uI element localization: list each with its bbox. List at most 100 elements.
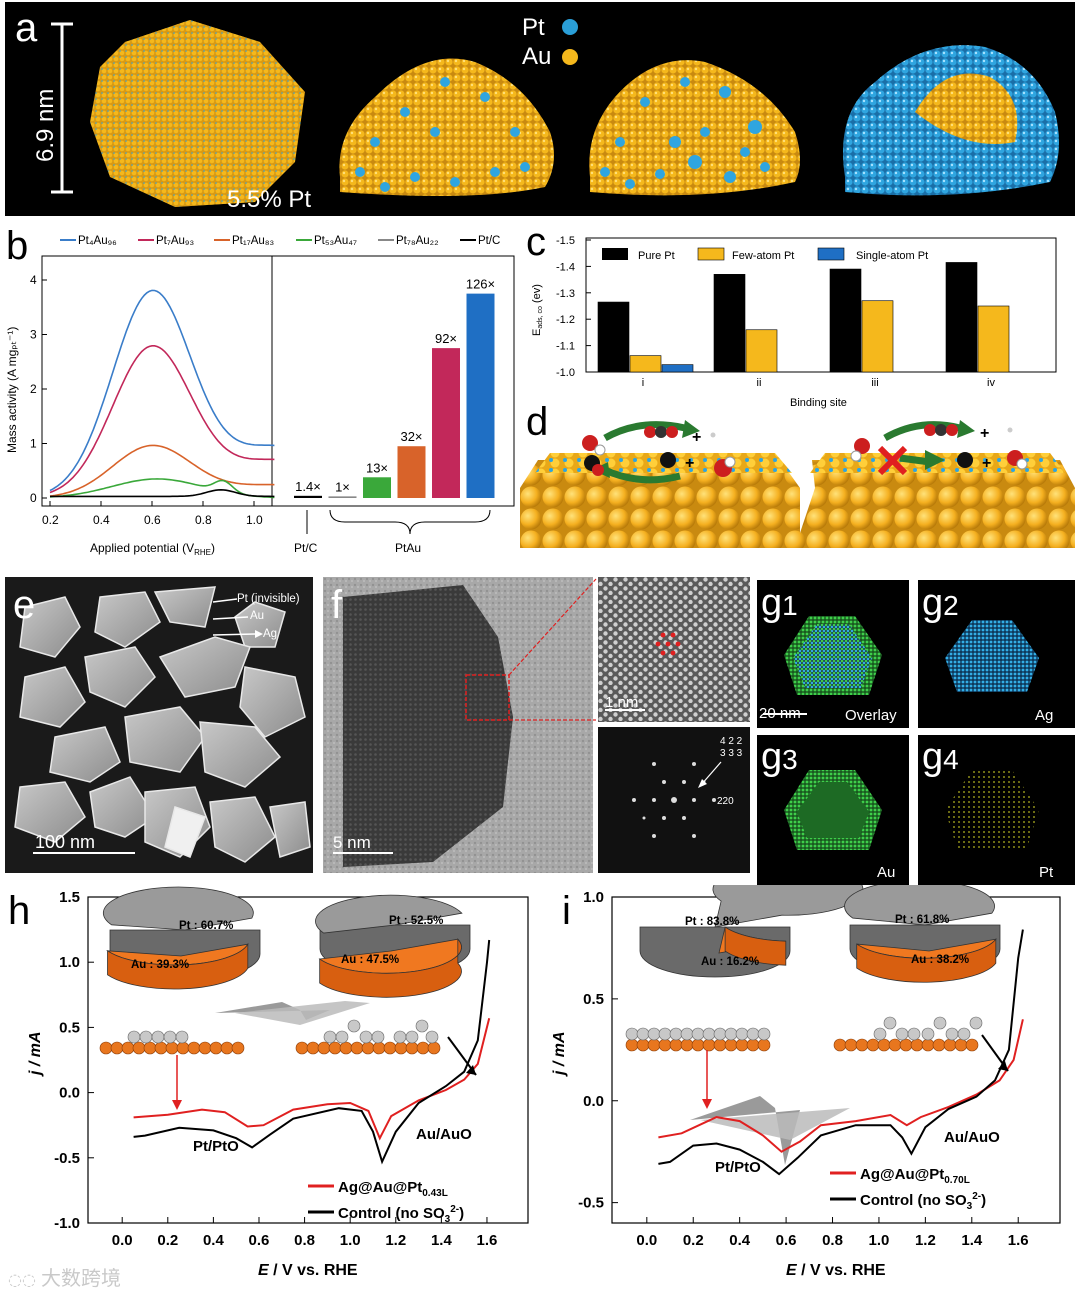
fft-label-422: 4 2 2 (720, 736, 743, 747)
peak-au-svg-i: Au/AuO (944, 1129, 1000, 1146)
label-overlay: Overlay (845, 707, 897, 724)
bar-c-2-0 (829, 268, 862, 373)
shade-dark-svg-i (690, 1096, 800, 1165)
shade-light-svg-i (700, 1108, 850, 1140)
pie-svg-h-0: Pt : 60.7% Au : 39.3% (102, 886, 261, 990)
xtick-svg-i-3: 0.6 (776, 1232, 797, 1249)
xtick-svg-h-8: 1.6 (477, 1232, 498, 1249)
arrow-top-left (603, 421, 686, 442)
atom-row-svg-i-1 (833, 1016, 983, 1052)
panel-i-chart: 1.0 0.5 0.0 -0.5 0.0 0.2 0.4 0.6 0.8 1.0 1.2 1.4 1.6… (551, 862, 1061, 1279)
scale-f-main: 5 nm (333, 833, 371, 852)
pie-au-label: Au : 38.2% (911, 954, 969, 966)
xtick-svg-i-1: 0.2 (683, 1232, 704, 1249)
bar-b-2 (363, 477, 391, 498)
legend-b-2: Pt₁₇Au₈₃ (232, 235, 275, 247)
pie-au-label: Au : 39.3% (131, 959, 189, 971)
panel-d: d (520, 398, 1075, 558)
bar-b-0 (294, 495, 322, 498)
panel-b: b Pt₄Au₉₆ Pt₇Au₉₃ Pt₁₇Au₈₃ Pt₅₃Au₄₇ Pt₇₈… (0, 218, 520, 558)
svg-text:+: + (685, 455, 694, 472)
legend-c-1: Few-atom Pt (732, 250, 794, 262)
ytick-b-3: 3 (30, 328, 37, 342)
panel-d-letter: d (526, 400, 549, 444)
shade-light-svg-h (235, 1001, 370, 1025)
panel-f-letter: f (331, 583, 343, 627)
pie-au-label: Au : 16.2% (701, 956, 759, 968)
ytick-c-0: -1.5 (556, 235, 575, 247)
panel-c-letter: c (526, 220, 546, 264)
legend-black-svg-h: Control (no SO32-) (338, 1204, 464, 1225)
label-au: Au (877, 864, 895, 881)
legend-pt-label: Pt (522, 14, 545, 41)
xtick-svg-i-6: 1.2 (915, 1232, 936, 1249)
xtick-svg-i-2: 0.4 (729, 1232, 751, 1249)
xtick-svg-i-8: 1.6 (1008, 1232, 1029, 1249)
xtick-b-4: 1.0 (246, 513, 263, 527)
site-label-0: i (642, 377, 644, 389)
curve-pt53au47 (49, 478, 275, 499)
ylabel-svg-i: j / mA (551, 1031, 568, 1077)
bar-c-1-0 (713, 274, 746, 373)
xtick-svg-h-7: 1.4 (431, 1232, 453, 1249)
legend-red-svg-h: Ag@Au@Pt0.43L (338, 1179, 448, 1199)
site-label-1: ii (757, 377, 762, 389)
panel-c-chart: Pure Pt Few-atom Pt Single-atom Pt -1.5 -… (531, 235, 1057, 409)
bar-label-b-5: 126× (466, 277, 495, 292)
label-pt: Pt (1039, 864, 1054, 881)
pt-percent-label: 5.5% Pt (227, 186, 311, 213)
ytick-svg-i-3: -0.5 (578, 1195, 604, 1212)
ytick-svg-h-0: 1.5 (59, 889, 80, 906)
xtick-svg-h-1: 0.2 (157, 1232, 178, 1249)
zoom-box (465, 674, 510, 721)
fft-label-220: 220 (717, 796, 734, 807)
pie-au-label: Au : 47.5% (341, 954, 399, 966)
xtick-svg-h-5: 1.0 (340, 1232, 361, 1249)
tem-particle (343, 585, 513, 867)
svg-text:+: + (982, 455, 991, 472)
bar-c-0-2 (661, 364, 694, 373)
g3-letter: g3 (761, 736, 798, 778)
legend-black-svg-i: Control (no SO32-) (860, 1191, 986, 1212)
ytick-c-3: -1.2 (556, 314, 575, 326)
molecules-left: + + (582, 426, 736, 477)
ytick-c-5: -1.0 (556, 367, 575, 379)
xlabel-svg-i: E / V vs. RHE (786, 1262, 886, 1279)
peak-pt-svg-i: Pt/PtO (715, 1159, 761, 1176)
ytick-svg-h-1: 1.0 (59, 954, 80, 971)
panel-c: c Pure Pt Few-atom Pt Single-atom Pt -1.… (520, 218, 1075, 410)
curve-ptc (50, 488, 275, 498)
ytick-c-2: -1.3 (556, 288, 575, 300)
panel-b-legend: Pt₄Au₉₆ Pt₇Au₉₃ Pt₁₇Au₈₃ Pt₅₃Au₄₇ Pt₇₈Au… (60, 235, 500, 247)
ytick-b-4: 4 (30, 273, 37, 287)
curve-red-svg-h (133, 1018, 491, 1141)
g2-letter: g2 (922, 582, 959, 624)
ytick-svg-i-2: 0.0 (583, 1093, 604, 1110)
legend-c-2: Single-atom Pt (856, 250, 928, 262)
ytick-b-0: 0 (30, 491, 37, 505)
fft-spots (632, 762, 716, 838)
panel-e-letter: e (13, 583, 36, 627)
xlabel-svg-h: E / V vs. RHE (258, 1262, 358, 1279)
pie-svg-i-0: Pt : 83.8% Au : 16.2% (639, 862, 864, 978)
group-ptc: Pt/C (294, 541, 318, 555)
peak-pt-svg-h: Pt/PtO (193, 1138, 239, 1155)
legend-au-swatch (562, 49, 578, 65)
ytick-svg-h-5: -1.0 (54, 1215, 80, 1232)
legend-b-5: Pt/C (478, 235, 500, 247)
panel-c-legend: Pure Pt Few-atom Pt Single-atom Pt (602, 247, 928, 262)
annotation-pt-invisible: Pt (invisible) (237, 593, 300, 605)
legend-b-1: Pt₇Au₉₃ (156, 235, 194, 247)
label-ag: Ag (1035, 707, 1053, 724)
pie-pt-label: Pt : 60.7% (179, 920, 233, 932)
bar-b-3 (397, 446, 426, 498)
panel-h-letter: h (8, 889, 31, 933)
panel-d-render: + + + + (520, 420, 1075, 548)
slab-left (520, 460, 800, 548)
ytick-svg-i-0: 1.0 (583, 889, 604, 906)
hrtem-inset (598, 577, 750, 722)
ylabel-b: Mass activity (A mgₚₜ⁻¹) (5, 327, 19, 453)
curve-pt4au96 (49, 289, 275, 492)
panel-a-letter: a (15, 6, 38, 50)
xlabel-b: Applied potential (VRHE) (90, 541, 215, 557)
